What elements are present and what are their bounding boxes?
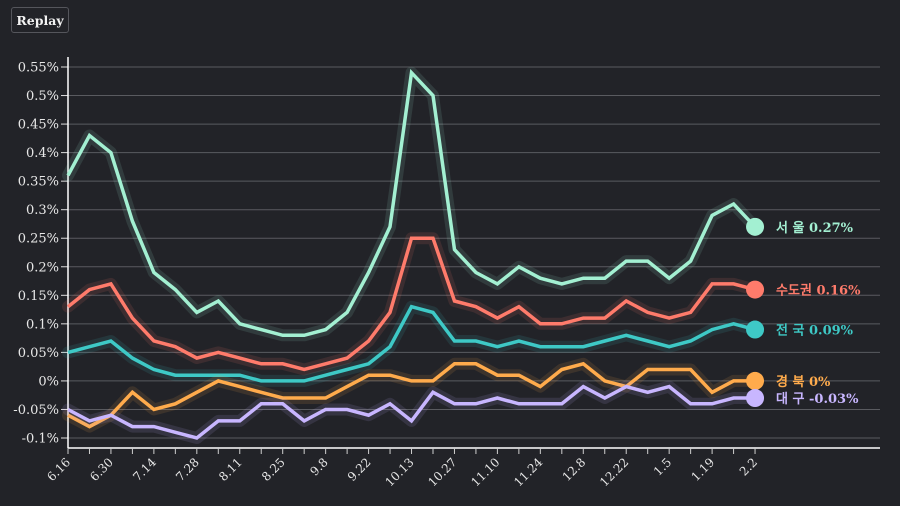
x-tick-label: 12.22 [597,455,631,489]
series-end-label: 경 북 0% [776,374,831,390]
series-name: 수도권 [776,284,816,299]
series-end-dot [746,217,765,236]
series-line [67,361,755,429]
x-tick-label: 8.25 [259,455,288,484]
x-tick-label: 2.2 [737,455,760,478]
series-name: 경 북 [776,374,809,390]
y-tick-label: 0.05% [18,346,59,361]
x-tick-label: 9.22 [345,455,374,484]
y-tick-label: 0.4% [26,146,59,161]
y-tick-label: 0.35% [18,175,59,190]
series-value: 0.09% [809,324,854,339]
gridlines [68,66,880,439]
y-tick-label: -0.05% [13,403,59,418]
series-end-dot [746,280,765,299]
y-tick-label: 0.3% [26,203,59,218]
series-name: 전 국 [776,323,809,339]
y-tick-label: 0.55% [18,61,59,76]
x-tick-label: 7.14 [130,455,159,484]
x-tick-label: 11.24 [511,455,545,489]
y-axis: 0.55% 0.5% 0.45% 0.4% 0.35% 0.3% 0.25% 0.2% 0.15… [13,57,69,448]
y-tick-label: 0.5% [26,89,59,104]
series-value: 0.27% [809,221,854,236]
x-tick-label: 1.5 [651,455,674,478]
series-end-dot [746,371,765,390]
replay-button[interactable]: Replay [11,7,69,33]
series-name: 대 구 [776,392,809,407]
x-tick-label: 11.10 [468,455,502,489]
series-value: 0% [809,375,831,390]
x-axis: 6.16 6.30 7.14 7.28 8.11 8.25 9.8 9.22 10.13 10.2… [44,447,880,489]
series-line [67,304,756,383]
x-tick-label: 10.27 [425,455,459,489]
series-line [66,68,757,338]
series-end-label: 전 국 0.09% [776,323,854,339]
x-tick-label: 6.30 [87,455,116,484]
series-name: 서 울 [776,220,809,236]
x-tick-label: 6.16 [44,455,73,484]
series-end-label: 서 울 0.27% [776,220,854,236]
series-line [66,236,756,372]
y-tick-label: 0.1% [26,317,59,332]
x-tick-label: 10.13 [382,455,416,489]
end-labels: 서 울 0.27%수도권 0.16%전 국 0.09%경 북 0%대 구 -0.… [746,217,861,408]
x-tick-label: 8.11 [216,455,245,484]
series-value: -0.03% [809,392,859,407]
y-tick-label: 0.25% [18,232,59,247]
x-tick-label: 12.8 [560,455,589,484]
y-tick-label: -0.1% [22,432,59,447]
series-lines [62,66,761,444]
series-end-dot [746,389,765,408]
y-tick-label: 0.45% [18,118,59,133]
series-end-label: 수도권 0.16% [776,284,861,299]
series-end-dot [746,320,765,339]
series-end-label: 대 구 -0.03% [776,392,859,407]
y-tick-label: 0% [38,374,59,389]
y-tick-label: 0.15% [18,289,59,304]
x-tick-label: 1.19 [688,455,717,484]
series-value: 0.16% [816,284,861,299]
series-halo [62,66,761,342]
y-tick-label: 0.2% [26,260,59,275]
series-line [67,384,755,440]
x-tick-label: 7.28 [173,455,202,484]
x-tick-label: 9.8 [307,455,330,478]
